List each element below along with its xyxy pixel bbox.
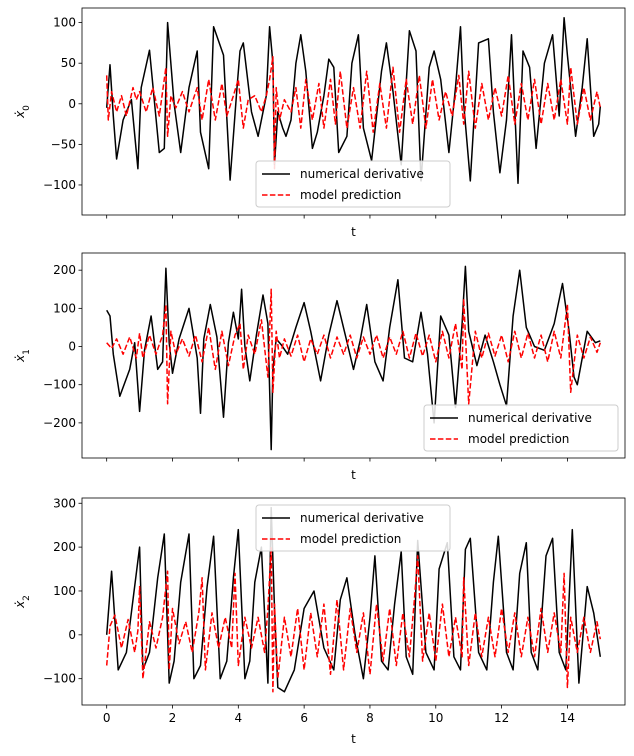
legend-box <box>255 504 451 552</box>
x-tick-label: 6 <box>300 711 308 725</box>
x-axis-label: t <box>351 468 356 482</box>
x-axis-label: t <box>351 225 356 239</box>
series-line-model-prediction <box>106 288 602 405</box>
x-axis-label: t <box>351 732 356 746</box>
y-tick-label: 50 <box>61 56 76 70</box>
y-tick-label: −200 <box>43 416 76 430</box>
y-tick-label: 100 <box>53 301 76 315</box>
legend-box <box>423 404 619 452</box>
x-tick-label: 10 <box>428 711 443 725</box>
x-tick-label: 4 <box>234 711 242 725</box>
x-tick-label: 8 <box>366 711 374 725</box>
legend: numerical derivative model prediction <box>423 404 619 452</box>
y-tick-label: 300 <box>53 496 76 510</box>
legend-label-model-prediction: model prediction <box>300 188 401 202</box>
y-axis-label: ẋ0 <box>13 105 32 119</box>
series-line-model-prediction <box>105 55 602 170</box>
legend: numerical derivative model prediction <box>255 160 451 208</box>
chart-panel-1: −200 −100 0 100 200 t ẋ1 numerical derivative mo… <box>13 252 626 482</box>
legend-label-numerical-derivative: numerical derivative <box>468 411 592 425</box>
series-line-numerical-derivative <box>105 16 602 185</box>
chart-panel-2: −100 0 100 200 300 0 2 4 6 8 10 12 14 t ẋ2 numerical de… <box>13 496 626 746</box>
y-tick-label: 0 <box>68 340 76 354</box>
x-tick-label: 0 <box>103 711 111 725</box>
legend-label-model-prediction: model prediction <box>300 532 401 546</box>
plot-frame <box>81 497 626 706</box>
x-tick-label: 12 <box>494 711 509 725</box>
y-tick-label: 100 <box>53 16 76 30</box>
y-axis-label: ẋ2 <box>13 595 32 609</box>
y-tick-label: 0 <box>68 628 76 642</box>
y-tick-label: 100 <box>53 584 76 598</box>
series-line-model-prediction <box>105 546 602 693</box>
y-tick-label: −100 <box>43 672 76 686</box>
y-tick-label: 200 <box>53 263 76 277</box>
legend: numerical derivative model prediction <box>255 504 451 552</box>
y-axis-label: ẋ1 <box>13 349 32 363</box>
legend-label-numerical-derivative: numerical derivative <box>300 511 424 525</box>
legend-label-model-prediction: model prediction <box>468 432 569 446</box>
plot-frame <box>81 7 626 216</box>
x-tick-label: 2 <box>169 711 177 725</box>
legend-label-numerical-derivative: numerical derivative <box>300 167 424 181</box>
chart-panel-0: −100 −50 0 50 100 t ẋ0 numerical derivative mode… <box>13 7 626 239</box>
y-tick-label: 200 <box>53 540 76 554</box>
y-tick-label: 0 <box>68 97 76 111</box>
legend-box <box>255 160 451 208</box>
plot-frame <box>81 252 626 459</box>
y-tick-label: −100 <box>43 178 76 192</box>
y-tick-label: −50 <box>51 137 76 151</box>
x-tick-label: 14 <box>560 711 575 725</box>
y-tick-label: −100 <box>43 378 76 392</box>
